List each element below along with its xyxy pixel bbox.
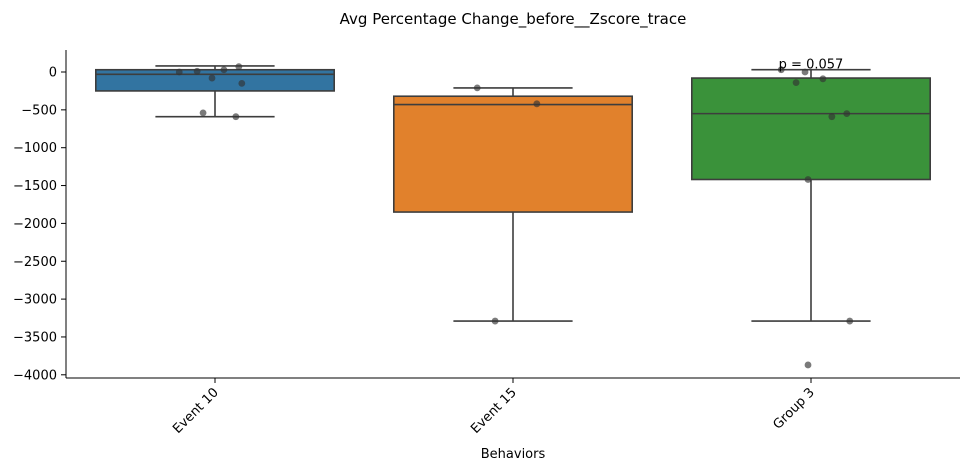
data-point — [220, 66, 228, 74]
data-point — [193, 67, 201, 75]
y-tick-label: −1500 — [13, 179, 57, 194]
y-tick-label: −500 — [21, 103, 57, 118]
data-point — [804, 176, 812, 183]
x-tick-label: Group 3 — [770, 385, 817, 432]
data-point — [232, 113, 240, 121]
y-tick-label: −4000 — [13, 368, 57, 383]
data-point — [491, 317, 499, 325]
data-point — [819, 75, 827, 83]
data-point — [238, 79, 246, 87]
x-tick-label: Event 15 — [468, 385, 520, 437]
data-point — [843, 110, 851, 118]
data-point — [473, 84, 481, 92]
data-point — [175, 68, 183, 76]
data-point — [533, 100, 541, 108]
box-body — [95, 68, 335, 92]
y-tick-label: −2500 — [13, 255, 57, 270]
data-point — [846, 317, 854, 325]
y-tick-label: −2000 — [13, 217, 57, 232]
data-point — [235, 63, 243, 71]
y-tick-label: −3500 — [13, 330, 57, 345]
y-tick-label: −3000 — [13, 293, 57, 308]
box-event-10 — [95, 65, 335, 118]
box-event-15 — [392, 87, 633, 322]
box-group-3 — [690, 68, 931, 322]
y-tick-label: 0 — [49, 66, 57, 81]
data-point — [199, 109, 207, 117]
data-point — [208, 74, 216, 82]
plot-area: p = 0.057 — [95, 57, 931, 369]
x-axis-title: Behaviors — [481, 447, 546, 462]
y-tick-label: −1000 — [13, 141, 57, 156]
data-point — [801, 68, 809, 76]
data-point — [804, 361, 812, 369]
p-value-annotation: p = 0.057 — [779, 57, 844, 72]
data-point — [777, 66, 785, 74]
x-tick-label: Event 10 — [170, 385, 222, 437]
chart-title: Avg Percentage Change_before__Zscore_tra… — [340, 10, 687, 29]
box-body — [690, 77, 931, 181]
data-point — [792, 79, 800, 86]
data-point — [828, 113, 836, 121]
box-body — [392, 95, 633, 213]
